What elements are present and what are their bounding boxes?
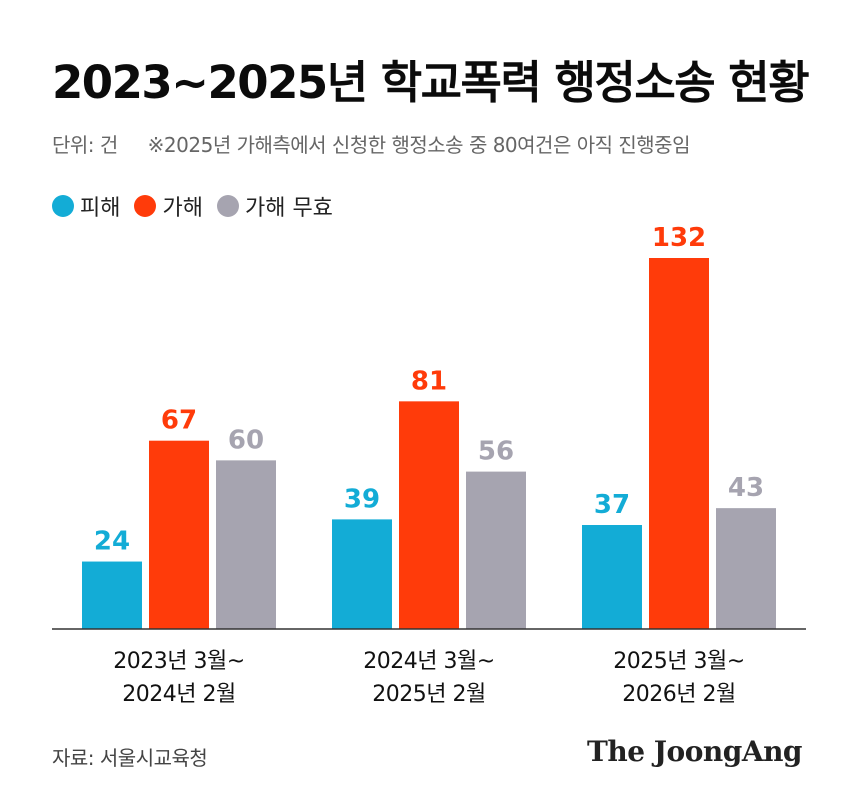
- unit-label: 단위: 건: [52, 133, 118, 157]
- data-label-perpetrator-invalid-0: 60: [228, 425, 264, 455]
- bar-victim-2: [582, 525, 642, 629]
- legend-item-perpetrator: 가해: [134, 190, 203, 222]
- brand-logo: The JoongAng: [587, 735, 802, 768]
- legend-swatch-victim: [52, 195, 74, 217]
- bar-victim-0: [82, 561, 142, 629]
- data-label-perpetrator-0: 67: [161, 406, 197, 436]
- x-tick-label-2-0: 2025년 3월~: [613, 649, 744, 674]
- chart-subtitle: 단위: 건 ※2025년 가해측에서 신청한 행정소송 중 80여건은 아직 진…: [52, 129, 690, 158]
- legend-item-victim: 피해: [52, 190, 120, 222]
- legend: 피해 가해 가해 무효: [52, 190, 347, 222]
- data-label-victim-1: 39: [344, 484, 380, 514]
- source-note: 자료: 서울시교육청: [52, 746, 208, 770]
- data-label-victim-2: 37: [594, 490, 630, 520]
- legend-label-perpetrator-invalid: 가해 무효: [244, 196, 333, 221]
- x-tick-label-1-1: 2025년 2월: [372, 682, 485, 707]
- bar-perpetrator-invalid-0: [216, 460, 276, 629]
- legend-swatch-perpetrator: [134, 195, 157, 217]
- x-tick-label-0-0: 2023년 3월~: [113, 649, 244, 674]
- data-label-perpetrator-invalid-1: 56: [478, 437, 514, 467]
- data-label-victim-0: 24: [94, 527, 130, 557]
- bar-perpetrator-1: [399, 401, 459, 629]
- data-label-perpetrator-invalid-2: 43: [728, 473, 764, 503]
- bar-perpetrator-invalid-1: [466, 471, 526, 629]
- data-label-perpetrator-2: 132: [652, 223, 706, 253]
- legend-item-perpetrator-invalid: 가해 무효: [216, 190, 333, 222]
- footnote: ※2025년 가해측에서 신청한 행정소송 중 80여건은 아직 진행중임: [147, 133, 691, 157]
- x-tick-label-2-1: 2026년 2월: [622, 682, 735, 707]
- bar-perpetrator-0: [149, 440, 209, 629]
- bar-victim-1: [332, 519, 392, 629]
- x-tick-label-0-1: 2024년 2월: [122, 682, 235, 707]
- legend-swatch-perpetrator-invalid: [216, 195, 239, 217]
- chart-title: 2023~2025년 학교폭력 행정소송 현황: [52, 56, 810, 109]
- legend-label-victim: 피해: [80, 196, 121, 221]
- bar-perpetrator-2: [649, 258, 709, 629]
- data-label-perpetrator-1: 81: [411, 366, 447, 396]
- x-tick-label-1-0: 2024년 3월~: [363, 649, 494, 674]
- bar-perpetrator-invalid-2: [716, 508, 776, 629]
- legend-label-perpetrator: 가해: [162, 196, 203, 221]
